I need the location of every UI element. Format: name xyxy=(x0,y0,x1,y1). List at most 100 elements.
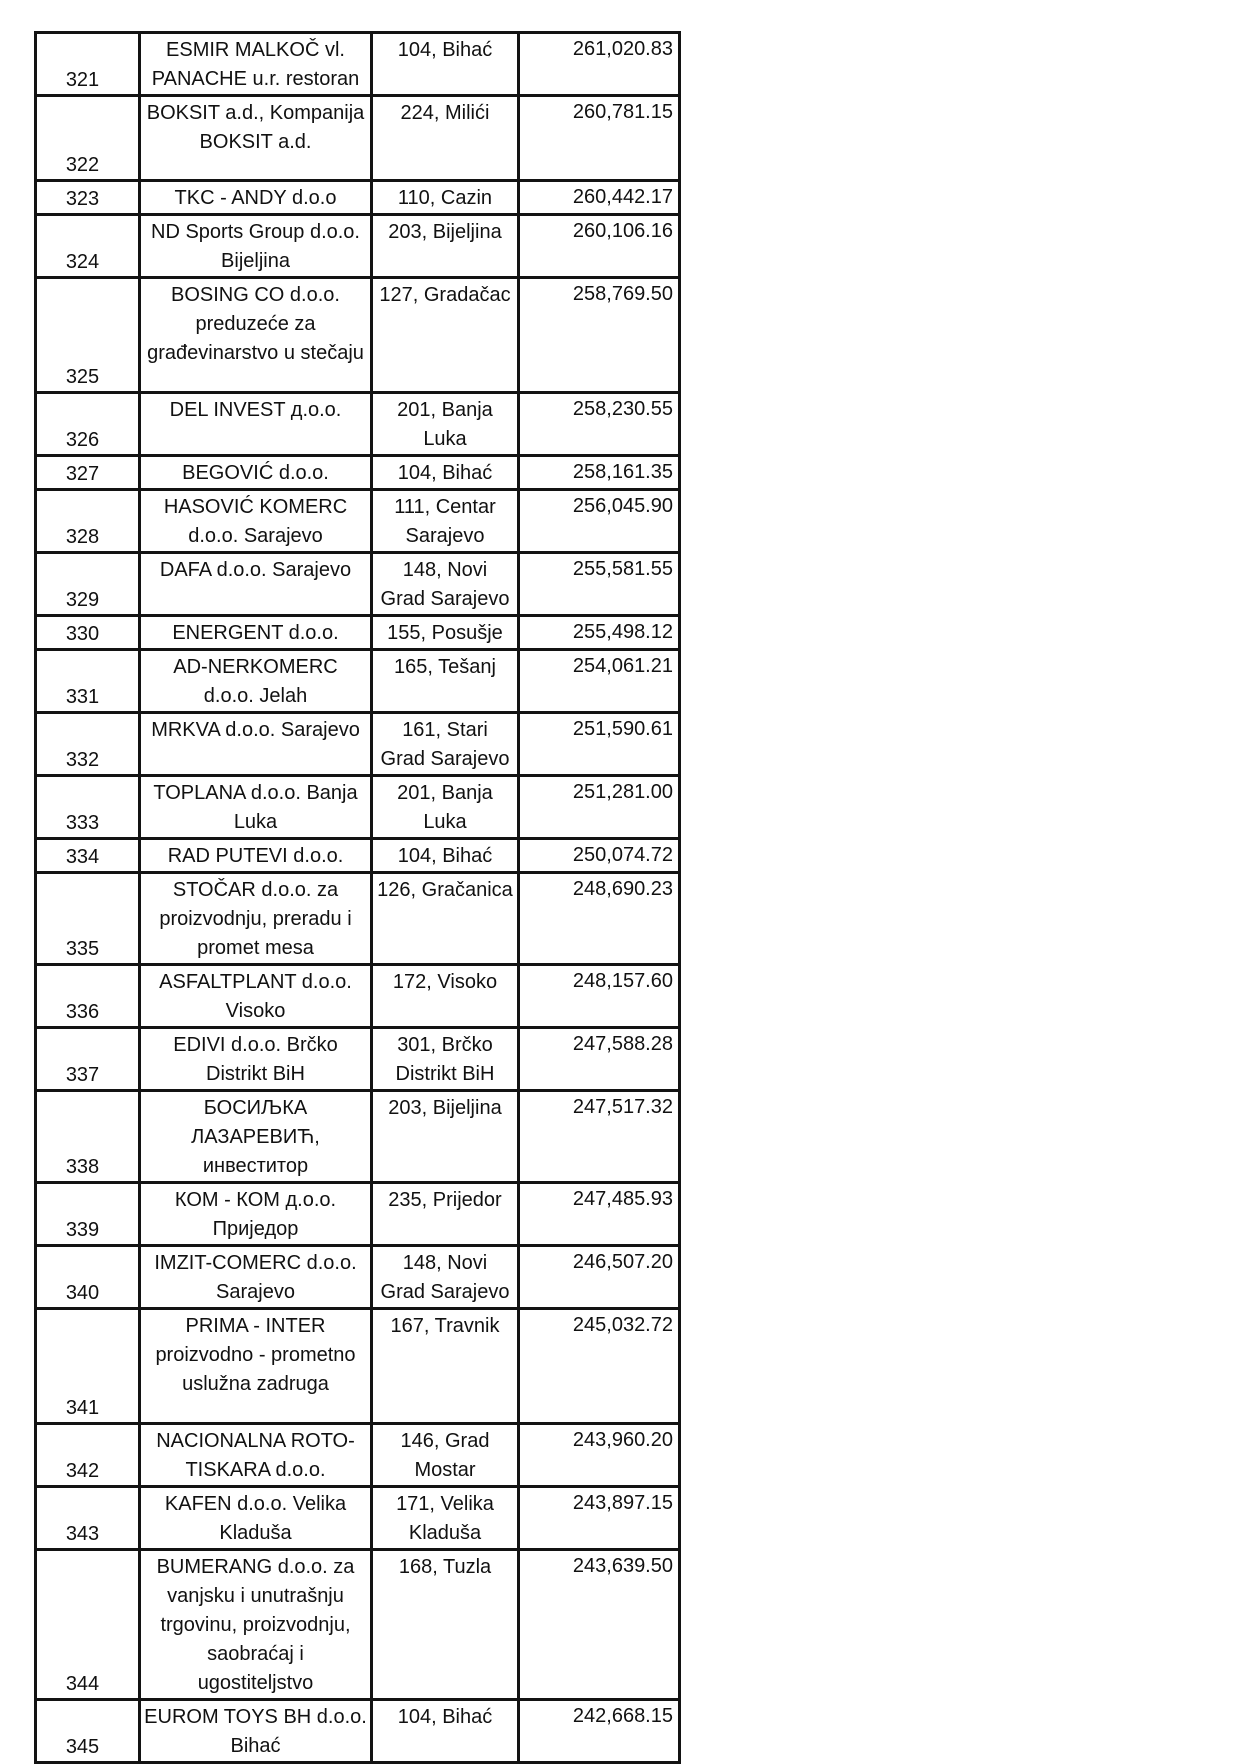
municipality-cell: 155, Posušje xyxy=(370,614,520,651)
municipality-cell: 146, Grad Mostar xyxy=(370,1422,520,1488)
amount-cell: 245,032.72 xyxy=(517,1307,681,1425)
table-row: 326 DEL INVEST д.о.о. 201, Banja Luka 25… xyxy=(34,391,681,457)
company-name: ASFALTPLANT d.o.o. Visoko xyxy=(138,963,373,1029)
company-name: DAFA d.o.o. Sarajevo xyxy=(138,551,373,617)
amount-cell: 251,590.61 xyxy=(517,711,681,777)
amount-cell: 246,507.20 xyxy=(517,1244,681,1310)
company-name: KAFEN d.o.o. Velika Kladuša xyxy=(138,1485,373,1551)
row-number: 335 xyxy=(34,871,141,966)
company-amounts-table: 321 ESMIR MALKOČ vl. PANACHE u.r. restor… xyxy=(34,31,681,1764)
municipality-cell: 201, Banja Luka xyxy=(370,391,520,457)
municipality-cell: 127, Gradačac xyxy=(370,276,520,394)
row-number: 345 xyxy=(34,1698,141,1764)
municipality-cell: 126, Gračanica xyxy=(370,871,520,966)
row-number: 323 xyxy=(34,179,141,216)
amount-cell: 254,061.21 xyxy=(517,648,681,714)
company-name: TOPLANA d.o.o. Banja Luka xyxy=(138,774,373,840)
company-name: BOKSIT a.d., Kompanija BOKSIT a.d. xyxy=(138,94,373,182)
table-row: 329 DAFA d.o.o. Sarajevo 148, Novi Grad … xyxy=(34,551,681,617)
amount-cell: 260,781.15 xyxy=(517,94,681,182)
company-name: ND Sports Group d.o.o. Bijeljina xyxy=(138,213,373,279)
amount-cell: 251,281.00 xyxy=(517,774,681,840)
row-number: 321 xyxy=(34,31,141,97)
amount-cell: 261,020.83 xyxy=(517,31,681,97)
company-name: RAD PUTEVI d.o.o. xyxy=(138,837,373,874)
municipality-cell: 104, Bihać xyxy=(370,837,520,874)
row-number: 330 xyxy=(34,614,141,651)
amount-cell: 247,485.93 xyxy=(517,1181,681,1247)
company-name: AD-NERKOMERC d.o.o. Jelah xyxy=(138,648,373,714)
company-name: PRIMA - INTER proizvodno - prometno uslu… xyxy=(138,1307,373,1425)
row-number: 325 xyxy=(34,276,141,394)
amount-cell: 243,897.15 xyxy=(517,1485,681,1551)
amount-cell: 260,106.16 xyxy=(517,213,681,279)
amount-cell: 258,161.35 xyxy=(517,454,681,491)
company-name: TKC - ANDY d.o.o xyxy=(138,179,373,216)
municipality-cell: 168, Tuzla xyxy=(370,1548,520,1701)
amount-cell: 242,668.15 xyxy=(517,1698,681,1764)
row-number: 341 xyxy=(34,1307,141,1425)
row-number: 327 xyxy=(34,454,141,491)
table-row: 338 БОСИЉКА ЛАЗАРЕВИЋ, инвеститор 203, B… xyxy=(34,1089,681,1184)
amount-cell: 243,639.50 xyxy=(517,1548,681,1701)
table-row: 330 ENERGENT d.o.o. 155, Posušje 255,498… xyxy=(34,614,681,651)
amount-cell: 260,442.17 xyxy=(517,179,681,216)
company-name: БОСИЉКА ЛАЗАРЕВИЋ, инвеститор xyxy=(138,1089,373,1184)
municipality-cell: 104, Bihać xyxy=(370,1698,520,1764)
table-row: 342 NACIONALNA ROTO- TISKARA d.o.o. 146,… xyxy=(34,1422,681,1488)
row-number: 324 xyxy=(34,213,141,279)
row-number: 336 xyxy=(34,963,141,1029)
municipality-cell: 203, Bijeljina xyxy=(370,1089,520,1184)
table-row: 327 BEGOVIĆ d.o.o. 104, Bihać 258,161.35 xyxy=(34,454,681,491)
company-name: HASOVIĆ KOMERC d.o.o. Sarajevo xyxy=(138,488,373,554)
amount-cell: 258,769.50 xyxy=(517,276,681,394)
company-name: IMZIT-COMERC d.o.o. Sarajevo xyxy=(138,1244,373,1310)
row-number: 337 xyxy=(34,1026,141,1092)
table-row: 340 IMZIT-COMERC d.o.o. Sarajevo 148, No… xyxy=(34,1244,681,1310)
municipality-cell: 110, Cazin xyxy=(370,179,520,216)
table-row: 337 EDIVI d.o.o. Brčko Distrikt BiH 301,… xyxy=(34,1026,681,1092)
company-name: STOČAR d.o.o. za proizvodnju, preradu i … xyxy=(138,871,373,966)
amount-cell: 248,157.60 xyxy=(517,963,681,1029)
table-row: 332 MRKVA d.o.o. Sarajevo 161, Stari Gra… xyxy=(34,711,681,777)
municipality-cell: 148, Novi Grad Sarajevo xyxy=(370,551,520,617)
table-row: 324 ND Sports Group d.o.o. Bijeljina 203… xyxy=(34,213,681,279)
table-row: 331 AD-NERKOMERC d.o.o. Jelah 165, Tešan… xyxy=(34,648,681,714)
municipality-cell: 104, Bihać xyxy=(370,31,520,97)
company-name: EDIVI d.o.o. Brčko Distrikt BiH xyxy=(138,1026,373,1092)
row-number: 328 xyxy=(34,488,141,554)
row-number: 339 xyxy=(34,1181,141,1247)
company-name: ESMIR MALKOČ vl. PANACHE u.r. restoran xyxy=(138,31,373,97)
table-row: 322 BOKSIT a.d., Kompanija BOKSIT a.d. 2… xyxy=(34,94,681,182)
table-row: 321 ESMIR MALKOČ vl. PANACHE u.r. restor… xyxy=(34,31,681,97)
table-row: 344 BUMERANG d.o.o. za vanjsku i unutraš… xyxy=(34,1548,681,1701)
amount-cell: 255,498.12 xyxy=(517,614,681,651)
municipality-cell: 235, Prijedor xyxy=(370,1181,520,1247)
amount-cell: 255,581.55 xyxy=(517,551,681,617)
amount-cell: 243,960.20 xyxy=(517,1422,681,1488)
table-row: 335 STOČAR d.o.o. za proizvodnju, prerad… xyxy=(34,871,681,966)
row-number: 334 xyxy=(34,837,141,874)
row-number: 329 xyxy=(34,551,141,617)
municipality-cell: 111, Centar Sarajevo xyxy=(370,488,520,554)
company-name: EUROM TOYS BH d.o.o. Bihać xyxy=(138,1698,373,1764)
municipality-cell: 224, Milići xyxy=(370,94,520,182)
table-row: 334 RAD PUTEVI d.o.o. 104, Bihać 250,074… xyxy=(34,837,681,874)
table-row: 341 PRIMA - INTER proizvodno - prometno … xyxy=(34,1307,681,1425)
row-number: 332 xyxy=(34,711,141,777)
company-name: КОМ - КОМ д.о.о. Приједор xyxy=(138,1181,373,1247)
amount-cell: 247,588.28 xyxy=(517,1026,681,1092)
row-number: 331 xyxy=(34,648,141,714)
municipality-cell: 148, Novi Grad Sarajevo xyxy=(370,1244,520,1310)
table-row: 328 HASOVIĆ KOMERC d.o.o. Sarajevo 111, … xyxy=(34,488,681,554)
municipality-cell: 167, Travnik xyxy=(370,1307,520,1425)
municipality-cell: 171, Velika Kladuša xyxy=(370,1485,520,1551)
amount-cell: 250,074.72 xyxy=(517,837,681,874)
row-number: 340 xyxy=(34,1244,141,1310)
company-name: NACIONALNA ROTO- TISKARA d.o.o. xyxy=(138,1422,373,1488)
amount-cell: 256,045.90 xyxy=(517,488,681,554)
row-number: 333 xyxy=(34,774,141,840)
row-number: 342 xyxy=(34,1422,141,1488)
company-name: BOSING CO d.o.o. preduzeće za građevinar… xyxy=(138,276,373,394)
